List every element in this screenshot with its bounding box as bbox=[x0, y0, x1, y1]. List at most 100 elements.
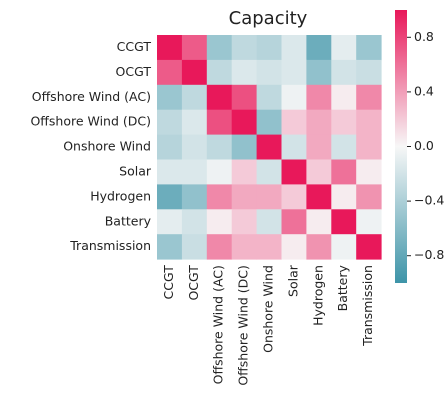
colorbar-tick-label: −0.4 bbox=[414, 193, 444, 208]
heatmap-cell bbox=[157, 209, 183, 235]
heatmap-cell bbox=[206, 209, 233, 235]
x-tick-label: OCGT bbox=[186, 265, 201, 301]
heatmap-cell bbox=[331, 184, 357, 210]
colorbar-tick-label: 0.8 bbox=[414, 29, 434, 44]
x-tick-label: CCGT bbox=[161, 265, 176, 300]
heatmap-cell bbox=[256, 184, 282, 210]
heatmap-cell bbox=[331, 209, 357, 235]
colorbar-tick-label: 0.4 bbox=[414, 83, 434, 98]
y-tick-label: OCGT bbox=[116, 64, 152, 79]
heatmap-cell bbox=[306, 234, 332, 260]
heatmap-cell bbox=[256, 109, 282, 136]
heatmap-cell bbox=[331, 84, 357, 111]
heatmap-cell bbox=[157, 184, 183, 210]
heatmap-cell bbox=[356, 35, 382, 61]
heatmap-cell bbox=[356, 84, 382, 111]
chart-title: Capacity bbox=[229, 8, 308, 29]
heatmap-cell bbox=[157, 109, 183, 136]
heatmap-cell bbox=[181, 234, 208, 260]
x-tick-label: Solar bbox=[285, 264, 300, 297]
heatmap-cell bbox=[231, 59, 258, 86]
heatmap-cell bbox=[206, 159, 233, 185]
colorbar bbox=[395, 10, 407, 283]
colorbar-tick-label: 0.0 bbox=[414, 138, 434, 153]
heatmap-cell bbox=[306, 134, 332, 160]
heatmap-cell bbox=[206, 234, 233, 260]
heatmap-cell bbox=[181, 109, 208, 136]
heatmap-cell bbox=[181, 35, 208, 61]
heatmap-cell bbox=[356, 109, 382, 136]
heatmap-cell bbox=[181, 159, 208, 185]
heatmap-cell bbox=[356, 159, 382, 185]
y-tick-label: Transmission bbox=[69, 238, 151, 253]
heatmap-cell bbox=[206, 134, 233, 160]
heatmap-cell bbox=[231, 159, 258, 185]
heatmap-cell bbox=[281, 35, 307, 61]
heatmap-cell bbox=[206, 59, 233, 86]
heatmap-cell bbox=[256, 59, 282, 86]
heatmap-cell bbox=[331, 109, 357, 136]
heatmap-cell bbox=[231, 209, 258, 235]
x-tick-label: Offshore Wind (DC) bbox=[236, 265, 251, 386]
x-tick-label: Hydrogen bbox=[310, 265, 325, 326]
y-tick-label: Offshore Wind (AC) bbox=[32, 89, 151, 104]
heatmap-cell bbox=[206, 109, 233, 136]
heatmap-cell bbox=[231, 84, 258, 111]
y-tick-label: Battery bbox=[105, 213, 152, 228]
heatmap-cell bbox=[281, 234, 307, 260]
y-tick-label: Solar bbox=[119, 163, 152, 178]
heatmap-cell bbox=[281, 184, 307, 210]
heatmap-cell bbox=[157, 134, 183, 160]
heatmap-cell bbox=[331, 159, 357, 185]
heatmap-cell bbox=[256, 234, 282, 260]
y-tick-label: Hydrogen bbox=[90, 188, 151, 203]
heatmap-cell bbox=[331, 234, 357, 260]
heatmap-cell bbox=[231, 234, 258, 260]
heatmap-cell bbox=[281, 109, 307, 136]
heatmap-cell bbox=[181, 134, 208, 160]
heatmap-cell bbox=[181, 84, 208, 111]
y-tick-label: Onshore Wind bbox=[63, 139, 151, 154]
heatmap-cell bbox=[206, 184, 233, 210]
x-tick-label: Offshore Wind (AC) bbox=[211, 265, 226, 384]
heatmap-cell bbox=[231, 109, 258, 136]
heatmap-cell bbox=[256, 35, 282, 61]
heatmap-cell bbox=[281, 209, 307, 235]
heatmap-cell bbox=[306, 159, 332, 185]
heatmap-cell bbox=[157, 234, 183, 260]
heatmap-cell bbox=[356, 134, 382, 160]
heatmap-cell bbox=[331, 35, 357, 61]
heatmap-cell bbox=[256, 84, 282, 111]
heatmap-cell bbox=[157, 159, 183, 185]
heatmap-cell bbox=[306, 84, 332, 111]
x-tick-label: Onshore Wind bbox=[261, 265, 276, 353]
heatmap-cell bbox=[281, 84, 307, 111]
heatmap-cell bbox=[256, 134, 282, 160]
heatmap-cell bbox=[231, 35, 258, 61]
heatmap-cell bbox=[157, 35, 183, 61]
heatmap-cell bbox=[356, 184, 382, 210]
y-tick-label: CCGT bbox=[117, 39, 152, 54]
heatmap-cell bbox=[281, 134, 307, 160]
y-tick-label: Offshore Wind (DC) bbox=[30, 114, 151, 129]
heatmap-cell bbox=[157, 59, 183, 86]
heatmap-cell bbox=[356, 59, 382, 86]
heatmap-cell bbox=[306, 35, 332, 61]
heatmap-cell bbox=[281, 159, 307, 185]
heatmap-cell bbox=[256, 209, 282, 235]
x-tick-label: Transmission bbox=[360, 265, 375, 347]
heatmap-cell bbox=[181, 184, 208, 210]
heatmap-cell bbox=[306, 59, 332, 86]
colorbar-tick-label: −0.8 bbox=[414, 247, 444, 262]
heatmap-cell bbox=[206, 84, 233, 111]
heatmap-cell bbox=[356, 234, 382, 260]
heatmap-cell bbox=[331, 134, 357, 160]
heatmap-cell bbox=[181, 209, 208, 235]
heatmap-cell bbox=[157, 84, 183, 111]
heatmap-cell bbox=[306, 109, 332, 136]
heatmap-cell bbox=[231, 184, 258, 210]
heatmap-cell bbox=[256, 159, 282, 185]
heatmap-cell bbox=[306, 184, 332, 210]
heatmap-cell bbox=[306, 209, 332, 235]
